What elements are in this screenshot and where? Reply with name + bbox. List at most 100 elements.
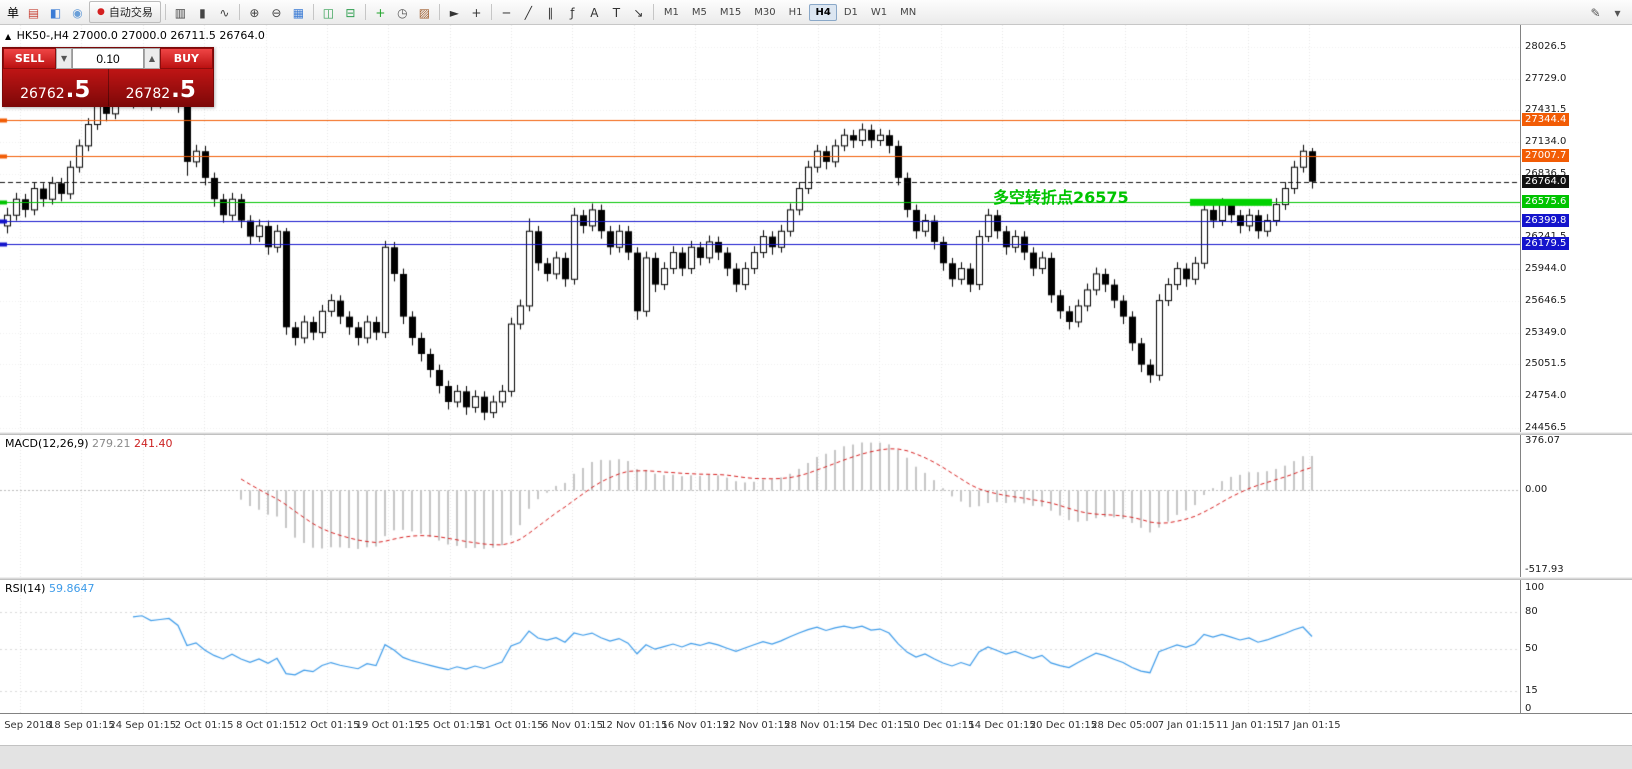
- buy-button[interactable]: BUY: [159, 48, 213, 69]
- arrange-horizontal-icon[interactable]: ◫: [322, 6, 335, 20]
- toolbar-separator: [238, 4, 240, 20]
- macd-main-value: 279.21: [92, 437, 131, 450]
- period-icon[interactable]: ◷: [397, 6, 408, 20]
- sell-price-button[interactable]: 26762 .5: [3, 69, 109, 106]
- one-click-trading-panel: SELL ▼ ▲ BUY 26762 .5 26782 .5: [2, 47, 214, 107]
- price-axis-label: 28026.5: [1525, 41, 1567, 52]
- toolbar-separator: [438, 4, 440, 20]
- macd-name: MACD(12,26,9): [5, 437, 89, 450]
- timeframe-w1[interactable]: W1: [870, 6, 888, 18]
- macd-axis-label: 0.00: [1525, 484, 1548, 495]
- time-axis-label: 28 Dec 05:00: [1091, 720, 1159, 731]
- pane-splitter-rsi[interactable]: [0, 577, 1632, 580]
- pane-splitter-macd[interactable]: [0, 432, 1632, 435]
- price-chart-canvas[interactable]: [0, 25, 1520, 432]
- crosshair-icon[interactable]: +: [471, 6, 482, 20]
- toolbar-separator: [312, 4, 314, 20]
- price-axis-label: 25944.0: [1525, 263, 1567, 274]
- autotrading-button[interactable]: ● 自动交易: [89, 1, 161, 23]
- main-chart-pane: ▲ HK50-,H4 27000.0 27000.0 26711.5 26764…: [0, 25, 1520, 432]
- macd-canvas[interactable]: [0, 435, 1520, 577]
- cursor-icon[interactable]: ►: [449, 6, 459, 20]
- sell-button[interactable]: SELL: [3, 48, 57, 69]
- profiles-icon[interactable]: ◧: [49, 6, 62, 20]
- rsi-axis-label: 15: [1525, 685, 1538, 696]
- channel-icon[interactable]: ∥: [547, 6, 554, 20]
- price-axis[interactable]: 28026.527729.027431.527134.026836.526539…: [1520, 25, 1632, 714]
- template-icon[interactable]: ▨: [418, 6, 431, 20]
- arrange-vertical-icon[interactable]: ⊟: [345, 6, 356, 20]
- timeframe-h1[interactable]: H1: [788, 6, 803, 18]
- top-toolbar: 单 ▤ ◧ ◉ ● 自动交易 ▥ ▮ ∿ ⊕ ⊖ ▦ ◫ ⊟ + ◷ ▨ ► + ─ ╱ ∥ ƒ A T ↘ M1 M5 M15 M30 H…: [0, 0, 1632, 25]
- arrows-icon[interactable]: ↘: [633, 6, 644, 20]
- zoom-out-icon[interactable]: ⊖: [271, 6, 282, 20]
- timeframe-d1[interactable]: D1: [843, 6, 858, 18]
- ohlc-values: 27000.0 27000.0 26711.5 26764.0: [72, 29, 265, 42]
- volume-input[interactable]: [72, 48, 144, 69]
- price-badge-26764.0: 26764.0: [1522, 175, 1570, 188]
- edit-icon[interactable]: ✎: [1590, 6, 1601, 20]
- price-axis-label: 27134.0: [1525, 136, 1567, 147]
- candlestick-chart-icon[interactable]: ▮: [199, 6, 206, 20]
- bars-chart-icon[interactable]: ▥: [174, 6, 187, 20]
- macd-axis-label: 376.07: [1525, 435, 1560, 446]
- time-axis-label: 16 Nov 01:15: [661, 720, 729, 731]
- line-chart-icon[interactable]: ∿: [219, 6, 230, 20]
- rsi-name: RSI(14): [5, 582, 46, 595]
- time-axis-label: 12 Nov 01:15: [600, 720, 668, 731]
- volume-dropdown-button[interactable]: ▼: [56, 48, 72, 69]
- time-axis-label: 18 Sep 01:15: [48, 720, 115, 731]
- macd-indicator-pane: MACD(12,26,9) 279.21 241.40: [0, 435, 1520, 577]
- toolbar-separator: [164, 4, 166, 20]
- rsi-axis-label: 50: [1525, 643, 1538, 654]
- buy-price-big: .5: [171, 77, 196, 104]
- time-axis-label: 10 Dec 01:15: [907, 720, 975, 731]
- time-axis-label: 7 Jan 01:15: [1157, 720, 1215, 731]
- time-axis-label: 17 Jan 01:15: [1277, 720, 1341, 731]
- text-icon[interactable]: A: [590, 6, 599, 20]
- price-badge-27007.7: 27007.7: [1522, 149, 1570, 162]
- new-chart-icon[interactable]: +: [375, 6, 386, 20]
- time-axis-label: 31 Oct 01:15: [478, 720, 544, 731]
- price-axis-label: 26836.5: [1525, 168, 1567, 179]
- label-icon[interactable]: T: [612, 6, 621, 20]
- time-axis-label: 6 Nov 01:15: [541, 720, 603, 731]
- window-bottom-strip: [0, 745, 1632, 769]
- time-axis-label: 12 Sep 2018: [0, 720, 52, 731]
- buy-price-button[interactable]: 26782 .5: [109, 69, 214, 106]
- order-label: 单: [7, 5, 20, 20]
- zoom-in-icon[interactable]: ⊕: [249, 6, 260, 20]
- pivot-annotation-text[interactable]: 多空转折点26575: [993, 188, 1129, 207]
- price-axis-label: 25051.5: [1525, 358, 1567, 369]
- tile-windows-icon[interactable]: ▦: [292, 6, 305, 20]
- rsi-axis-label: 80: [1525, 606, 1538, 617]
- macd-signal-value: 241.40: [134, 437, 173, 450]
- chevron-down-icon[interactable]: ▾: [1614, 6, 1621, 20]
- timeframe-h4[interactable]: H4: [809, 3, 837, 21]
- time-axis-label: 22 Nov 01:15: [722, 720, 791, 731]
- price-badge-26179.5: 26179.5: [1522, 237, 1570, 250]
- fibonacci-icon[interactable]: ƒ: [570, 6, 575, 20]
- time-axis-label: 28 Nov 01:15: [784, 720, 852, 731]
- timeframe-m15[interactable]: M15: [719, 6, 742, 18]
- rsi-indicator-label: RSI(14) 59.8647: [5, 582, 94, 595]
- horizontal-line-icon[interactable]: ─: [502, 6, 510, 20]
- trendline-icon[interactable]: ╱: [524, 6, 532, 20]
- price-badge-26399.8: 26399.8: [1522, 214, 1570, 227]
- timeframe-m5[interactable]: M5: [691, 6, 707, 18]
- timeframe-mn[interactable]: MN: [900, 6, 917, 18]
- sell-price-main: 26762: [20, 85, 65, 102]
- rsi-canvas[interactable]: [0, 580, 1520, 713]
- timeframe-m1[interactable]: M1: [663, 6, 679, 18]
- autotrading-button-icon: ●: [97, 7, 105, 17]
- rsi-indicator-pane: RSI(14) 59.8647: [0, 580, 1520, 713]
- time-axis-label: 4 Dec 01:15: [848, 720, 910, 731]
- price-axis-label: 27431.5: [1525, 104, 1567, 115]
- price-badge-26575.6: 26575.6: [1522, 195, 1570, 208]
- new-order-icon[interactable]: ▤: [27, 6, 40, 20]
- volume-up-button[interactable]: ▲: [144, 48, 160, 69]
- timeframe-m30[interactable]: M30: [754, 6, 776, 18]
- info-icon[interactable]: ◉: [72, 6, 83, 20]
- toolbar-separator: [364, 4, 366, 20]
